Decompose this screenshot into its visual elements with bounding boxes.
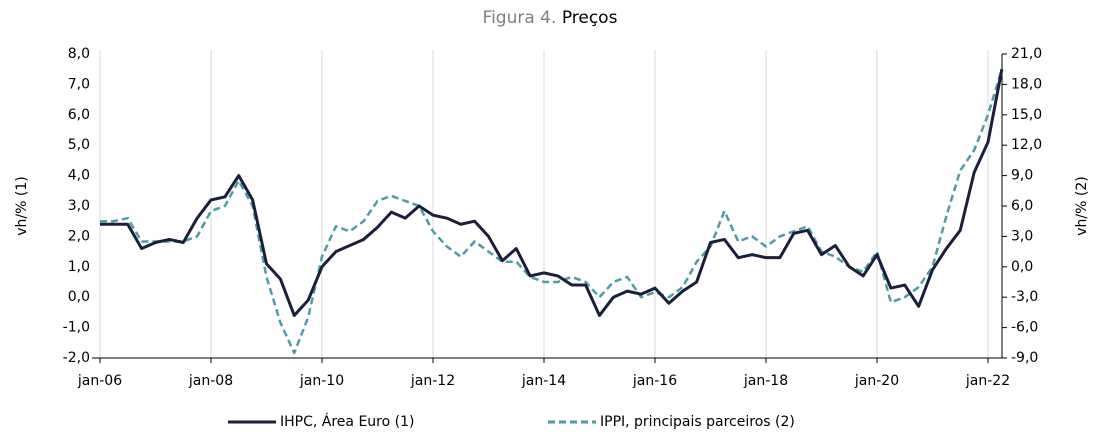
x-tick-label: jan-06 — [77, 373, 122, 389]
y2-tick-label: 12,0 — [1011, 137, 1042, 153]
y-tick-label: 1,0 — [68, 259, 90, 275]
y-tick-label: -2,0 — [63, 350, 90, 366]
y-axis-label: vh/% (1) — [14, 176, 30, 235]
chart-title: Preços — [562, 8, 618, 28]
x-tick-label: jan-16 — [632, 373, 677, 389]
y-tick-label: 7,0 — [68, 76, 90, 92]
y-tick-label: 3,0 — [68, 198, 90, 214]
y-tick-label: 5,0 — [68, 137, 90, 153]
data-line — [100, 68, 1004, 317]
x-tick-label: jan-18 — [743, 373, 788, 389]
x-tick-label: jan-20 — [854, 373, 899, 389]
x-tick-label: jan-22 — [965, 373, 1010, 389]
x-tick-label: jan-08 — [188, 373, 233, 389]
x-tick-label: jan-12 — [410, 373, 455, 389]
y2-tick-label: -3,0 — [1011, 289, 1038, 305]
data-line — [100, 68, 1004, 355]
y2-tick-label: -6,0 — [1011, 320, 1038, 336]
y-tick-label: 0,0 — [68, 289, 90, 305]
y-tick-label: 6,0 — [68, 107, 90, 123]
y2-tick-label: 15,0 — [1011, 107, 1042, 123]
y-tick-label: 2,0 — [68, 228, 90, 244]
y2-tick-label: 21,0 — [1011, 46, 1042, 62]
y-tick-label: -1,0 — [63, 320, 90, 336]
y2-tick-label: 18,0 — [1011, 76, 1042, 92]
y2-tick-label: 9,0 — [1011, 168, 1033, 184]
y-tick-label: 8,0 — [68, 46, 90, 62]
chart-title-group: Figura 4. Preços — [483, 8, 618, 28]
figure-label: Figura 4. — [483, 8, 557, 28]
x-tick-label: jan-14 — [521, 373, 566, 389]
y2-axis-label: vh/% (2) — [1074, 176, 1090, 235]
legend-label: IHPC, Área Euro (1) — [280, 413, 414, 430]
y2-tick-label: 6,0 — [1011, 198, 1033, 214]
x-tick-label: jan-10 — [299, 373, 344, 389]
legend-label: IPPI, principais parceiros (2) — [600, 414, 795, 430]
y2-tick-label: -9,0 — [1011, 350, 1038, 366]
y2-tick-label: 0,0 — [1011, 259, 1033, 275]
y2-tick-label: 3,0 — [1011, 228, 1033, 244]
y-tick-label: 4,0 — [68, 168, 90, 184]
